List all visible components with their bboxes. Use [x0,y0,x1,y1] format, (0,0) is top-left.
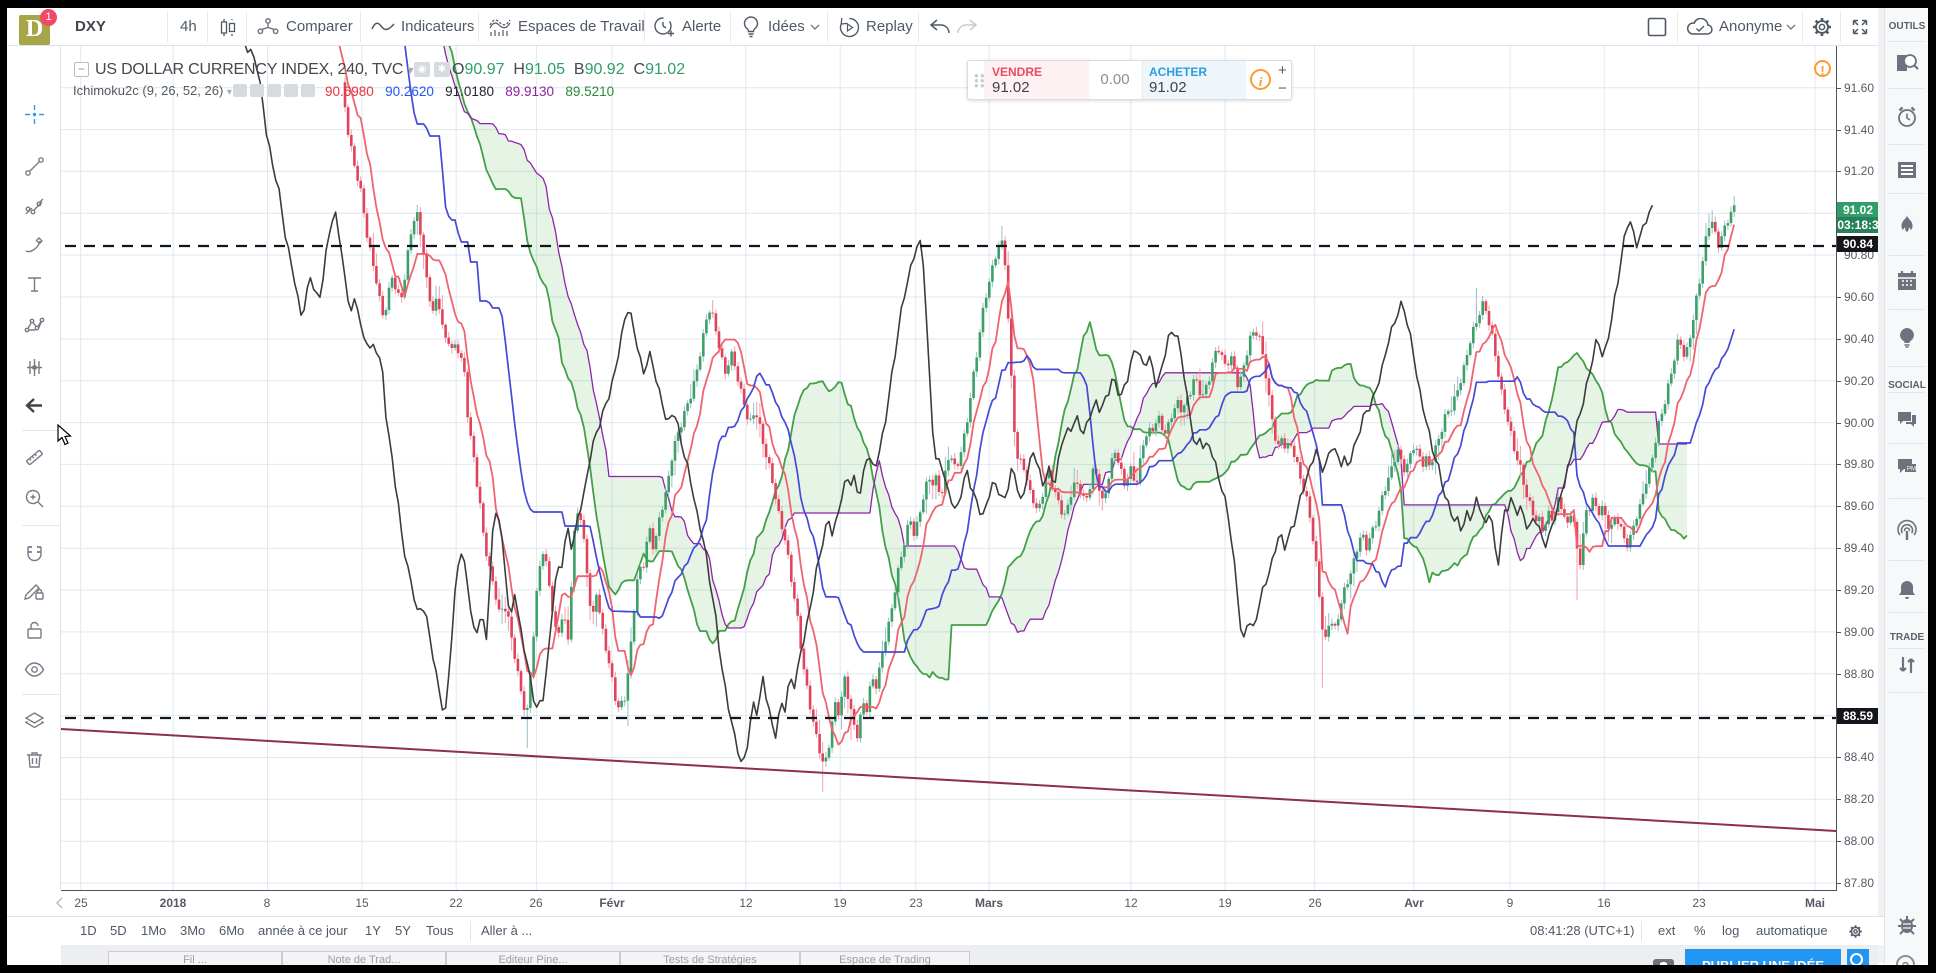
svg-text:PM: PM [1907,467,1916,473]
